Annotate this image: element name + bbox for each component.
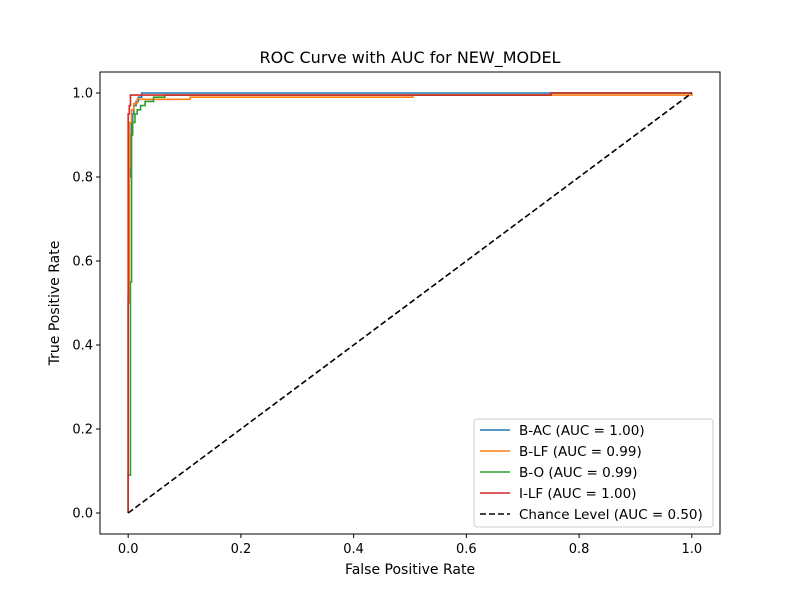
- legend-label-4: Chance Level (AUC = 0.50): [519, 507, 703, 523]
- axes-frame: [99, 71, 721, 535]
- legend-label-2: B-O (AUC = 0.99): [519, 465, 637, 481]
- y-axis-label: True Positive Rate: [47, 241, 63, 367]
- y-axis-ticks: 0.0 0.2 0.4 0.6 0.8 1.0: [72, 87, 100, 522]
- plot-area: [127, 92, 693, 514]
- series-line-4: [127, 92, 693, 514]
- series-line-2: [127, 92, 692, 513]
- x-tick-label: 0.6: [456, 542, 477, 557]
- series-line-3: [127, 92, 692, 513]
- x-axis-ticks: 0.0 0.2 0.4 0.6 0.8 1.0: [118, 534, 702, 557]
- x-tick-label: 0.8: [569, 542, 590, 557]
- x-axis-label: False Positive Rate: [345, 562, 475, 578]
- legend: B-AC (AUC = 1.00) B-LF (AUC = 0.99) B-O (A…: [473, 418, 714, 528]
- x-tick-label: 1.0: [681, 542, 702, 557]
- y-tick-label: 0.8: [72, 171, 93, 186]
- legend-label-1: B-LF (AUC = 0.99): [519, 444, 642, 460]
- y-tick-label: 1.0: [72, 87, 93, 102]
- series-line-1: [127, 93, 693, 513]
- x-tick-label: 0.2: [231, 542, 252, 557]
- y-tick-label: 0.6: [72, 255, 93, 270]
- legend-box: [473, 418, 714, 528]
- y-tick-label: 0.0: [72, 507, 93, 522]
- legend-label-0: B-AC (AUC = 1.00): [519, 423, 645, 439]
- legend-label-3: I-LF (AUC = 1.00): [519, 486, 636, 502]
- chart-title: ROC Curve with AUC for NEW_MODEL: [260, 48, 561, 68]
- x-tick-label: 0.4: [343, 542, 364, 557]
- series-layer: [127, 92, 693, 514]
- y-tick-label: 0.4: [72, 339, 93, 354]
- x-tick-label: 0.0: [118, 542, 139, 557]
- y-tick-label: 0.2: [72, 423, 93, 438]
